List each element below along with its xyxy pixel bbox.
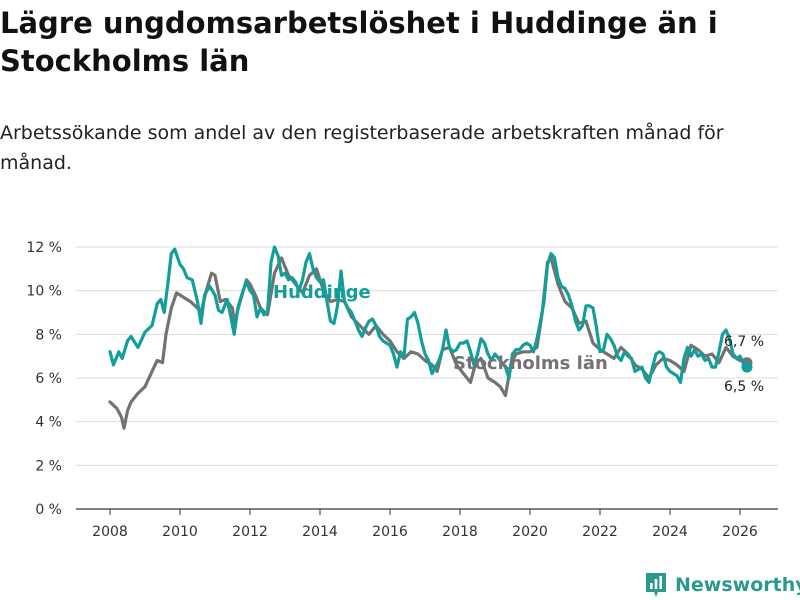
- series-line-stockholms-l-n: [108, 256, 749, 430]
- x-tick-label: 2010: [162, 524, 198, 540]
- chart-title: Lägre ungdomsarbetslöshet i Huddinge än …: [0, 6, 718, 78]
- series-label-huddinge: Huddinge: [273, 282, 371, 303]
- end-point-huddinge: [741, 361, 753, 373]
- newsworthy-logo-text: Newsworthy: [675, 574, 800, 596]
- chart-subtitle: Arbetssökande som andel av den registerb…: [0, 122, 724, 174]
- y-tick-label: 4 %: [35, 415, 62, 431]
- newsworthy-logo: Newsworthy: [644, 570, 800, 600]
- newsworthy-logo-icon: [646, 573, 666, 597]
- grid-lines: [76, 246, 778, 510]
- x-tick-label: 2016: [372, 524, 408, 540]
- x-tick-label: 2026: [722, 524, 758, 540]
- x-tick-label: 2024: [652, 524, 688, 540]
- x-tick-label: 2012: [232, 524, 268, 540]
- end-label-stockholms-lan: 6,7 %: [724, 334, 764, 350]
- x-axis-ticks: 2008 2010 2012 2014 2016 2018 2020 2022 2024 2026: [92, 509, 758, 540]
- x-tick-label: 2022: [582, 524, 618, 540]
- x-tick-label: 2008: [92, 524, 128, 540]
- y-tick-label: 10 %: [26, 284, 62, 300]
- series-line-huddinge: [108, 245, 749, 384]
- end-label-huddinge: 6,5 %: [724, 379, 764, 395]
- y-tick-label: 0 %: [35, 502, 62, 518]
- x-tick-label: 2020: [512, 524, 548, 540]
- y-tick-label: 2 %: [35, 458, 62, 474]
- y-axis-ticks: 0 % 2 % 4 % 6 % 8 % 10 % 12 %: [26, 240, 62, 518]
- x-tick-label: 2014: [302, 524, 338, 540]
- y-tick-label: 8 %: [35, 327, 62, 343]
- series-lines: [108, 245, 753, 430]
- y-tick-label: 6 %: [35, 371, 62, 387]
- series-label-stockholms-lan: Stockholms län: [453, 353, 608, 374]
- x-tick-label: 2018: [442, 524, 478, 540]
- y-tick-label: 12 %: [26, 240, 62, 256]
